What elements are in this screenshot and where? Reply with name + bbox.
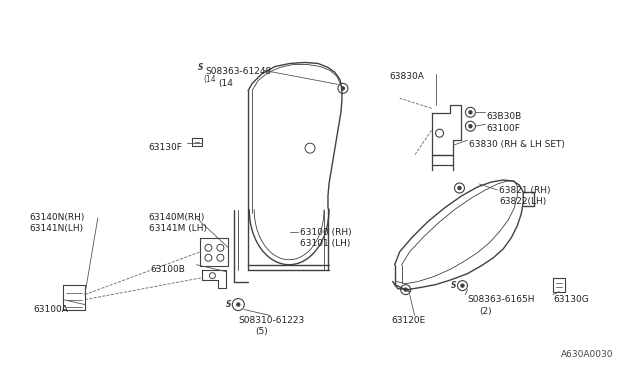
Text: (14: (14 (204, 75, 216, 84)
Text: 63100 (RH): 63100 (RH) (300, 228, 352, 237)
Text: 63821 (RH): 63821 (RH) (499, 186, 551, 195)
Text: 63101 (LH): 63101 (LH) (300, 239, 351, 248)
Text: 63830A: 63830A (390, 73, 424, 81)
Text: 63822(LH): 63822(LH) (499, 197, 547, 206)
Text: A630A0030: A630A0030 (561, 350, 614, 359)
Circle shape (341, 87, 344, 90)
Text: (5): (5) (255, 327, 268, 336)
Circle shape (469, 111, 472, 114)
Text: 63100A: 63100A (33, 305, 68, 314)
Text: 63130G: 63130G (553, 295, 589, 304)
Text: 63141N(LH): 63141N(LH) (29, 224, 83, 233)
Text: 63140M(RH): 63140M(RH) (148, 213, 205, 222)
Text: 63120E: 63120E (392, 315, 426, 324)
Text: (14: (14 (218, 79, 233, 89)
Text: 63830 (RH & LH SET): 63830 (RH & LH SET) (469, 140, 565, 149)
Text: 63140N(RH): 63140N(RH) (29, 213, 84, 222)
Circle shape (458, 186, 461, 189)
Text: 63B30B: 63B30B (486, 112, 522, 121)
Text: S: S (198, 63, 204, 72)
Text: S: S (226, 300, 231, 309)
Text: 63100F: 63100F (486, 124, 520, 133)
Circle shape (469, 125, 472, 128)
Text: S: S (451, 281, 456, 290)
Circle shape (404, 288, 407, 291)
Text: (2): (2) (479, 307, 492, 315)
Circle shape (461, 284, 464, 287)
Circle shape (237, 303, 240, 306)
Text: 63100B: 63100B (150, 265, 186, 274)
Text: S08310-61223: S08310-61223 (238, 315, 305, 324)
Text: 63130F: 63130F (148, 143, 182, 152)
Text: S08363-6165H: S08363-6165H (467, 295, 535, 304)
Text: 63141M (LH): 63141M (LH) (148, 224, 207, 233)
Text: S08363-61248: S08363-61248 (205, 67, 271, 76)
